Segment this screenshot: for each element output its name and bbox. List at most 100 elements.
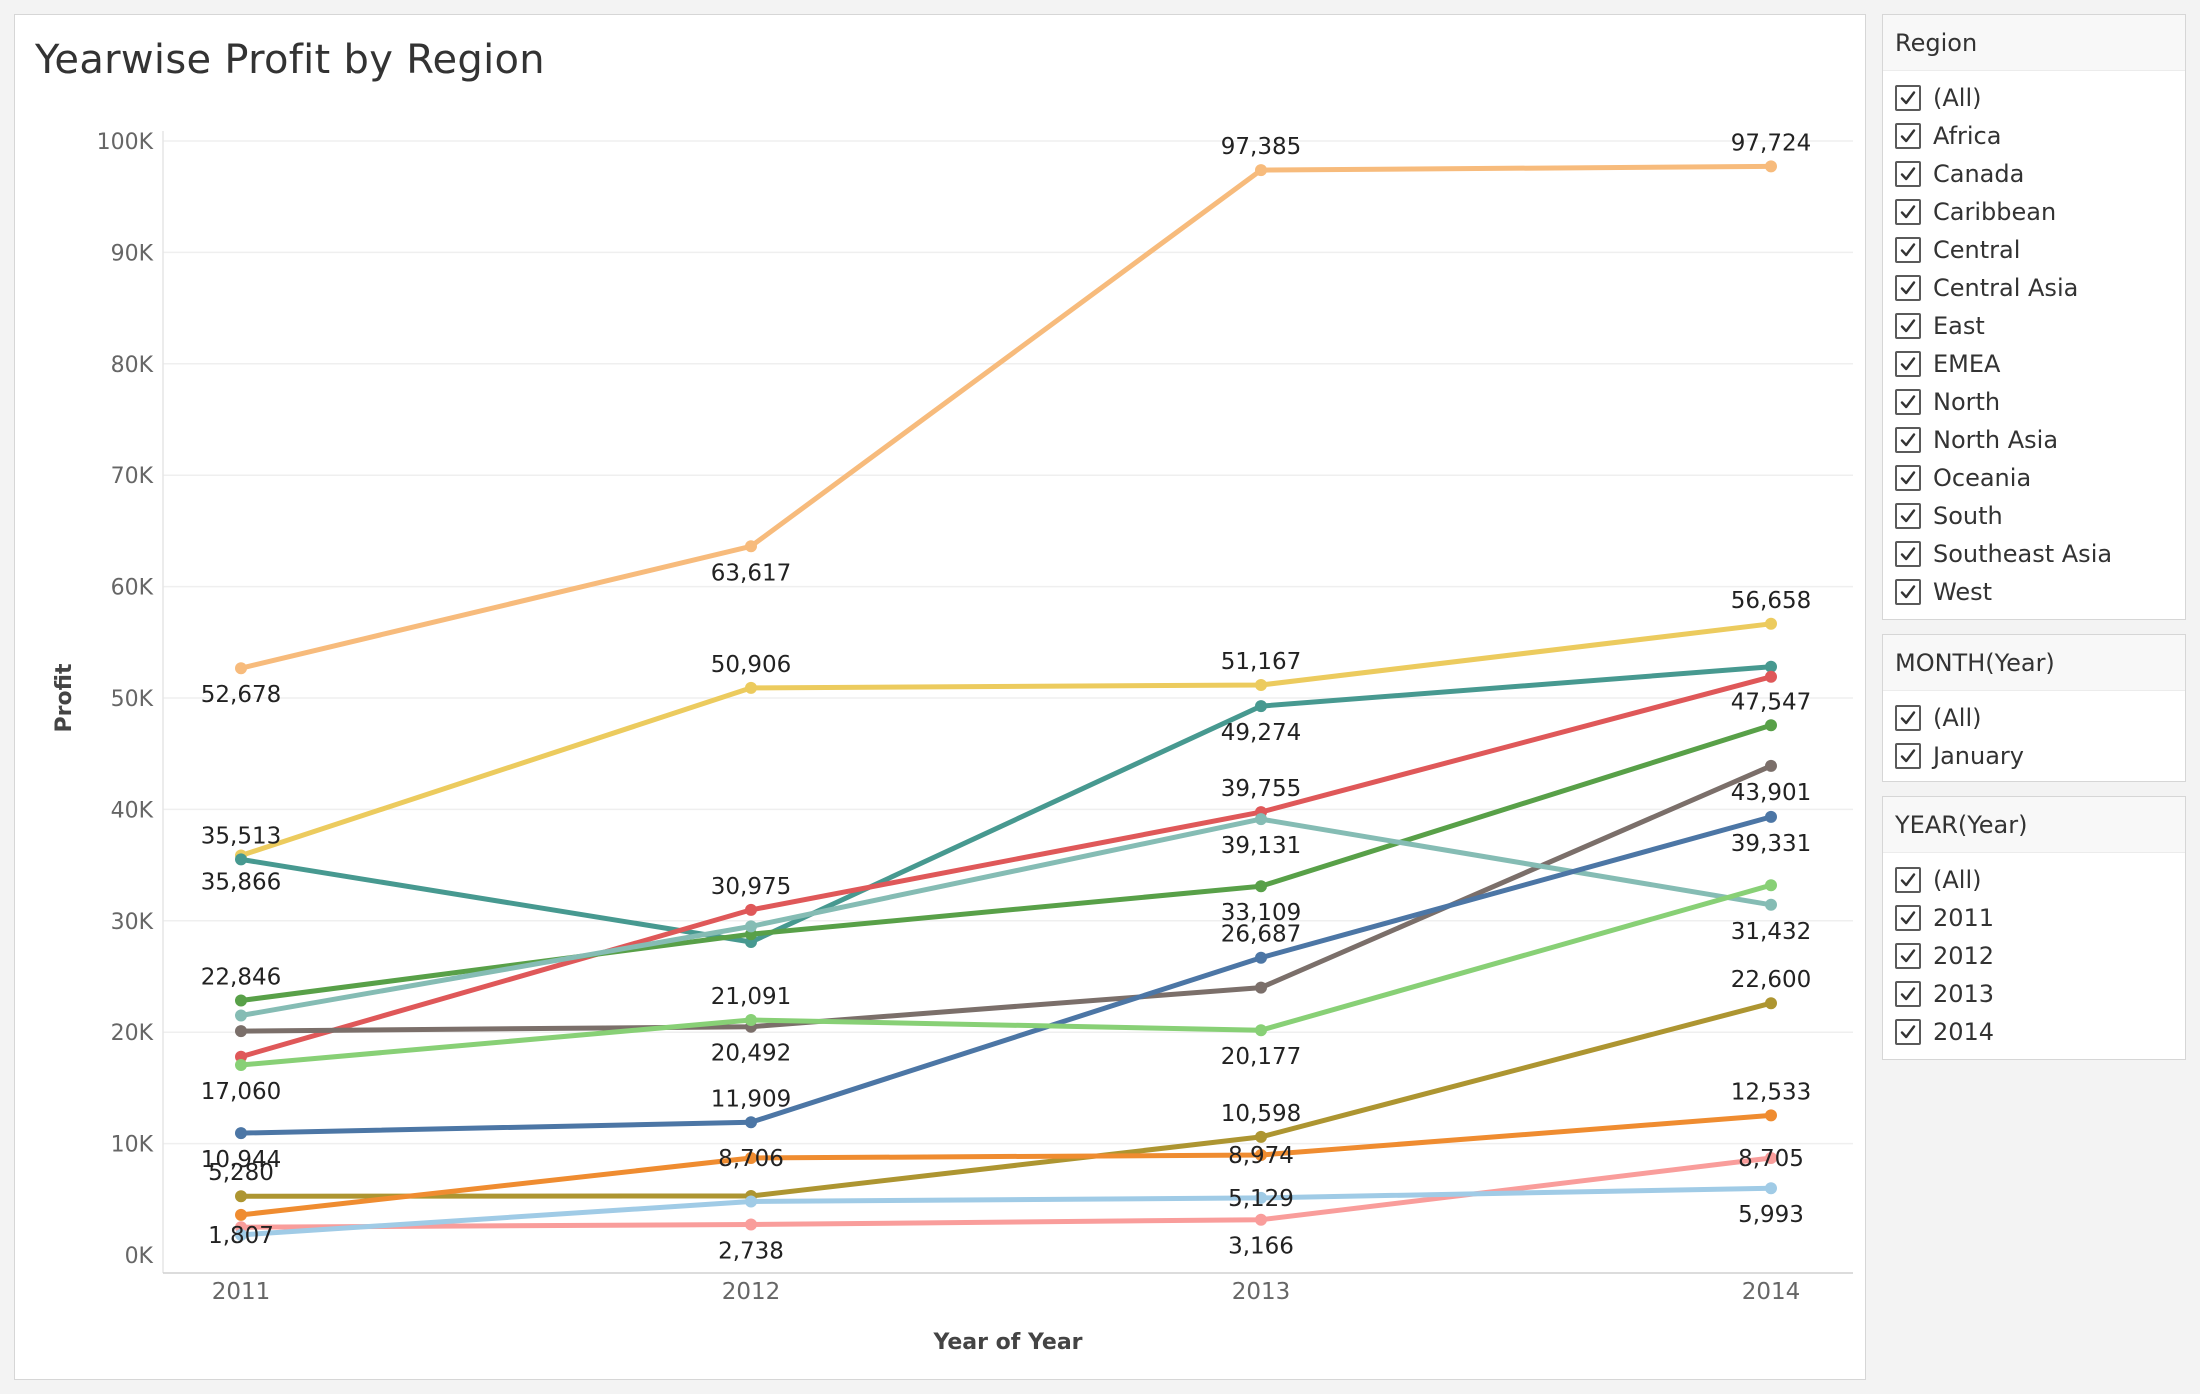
data-point [235,853,247,866]
data-point [235,1127,247,1140]
y-tick-label: 10K [111,1133,154,1158]
checkbox-checked-icon[interactable] [1895,943,1921,969]
filter-option[interactable]: (All) [1883,861,2185,899]
y-tick-label: 0K [125,1244,154,1269]
filter-option[interactable]: Caribbean [1883,193,2185,231]
checkbox-checked-icon[interactable] [1895,237,1921,263]
data-label: 3,166 [1228,1234,1294,1260]
filter-option[interactable]: Canada [1883,155,2185,193]
series-line [238,1155,1774,1230]
data-label: 2,738 [718,1239,784,1265]
checkbox-checked-icon[interactable] [1895,85,1921,111]
series-line [238,1112,1774,1218]
data-label: 26,687 [1221,922,1301,948]
checkbox-checked-icon[interactable] [1895,905,1921,931]
checkbox-checked-icon[interactable] [1895,427,1921,453]
checkbox-checked-icon[interactable] [1895,351,1921,377]
filter-option[interactable]: (All) [1883,699,2185,737]
checkbox-checked-icon[interactable] [1895,579,1921,605]
checkbox-checked-icon[interactable] [1895,743,1921,769]
filter-option[interactable]: North Asia [1883,421,2185,459]
data-point [745,1195,757,1208]
month-filter: MONTH(Year) (All) January [1882,634,2186,782]
series-line [238,763,1774,1034]
filter-option[interactable]: EMEA [1883,345,2185,383]
filter-option[interactable]: North [1883,383,2185,421]
data-label: 8,974 [1228,1143,1294,1169]
data-point [1255,1149,1267,1161]
data-label: 17,060 [201,1079,281,1105]
checkbox-checked-icon[interactable] [1895,465,1921,491]
data-label: 22,600 [1731,967,1811,993]
filter-option-label: Caribbean [1933,198,2057,226]
filter-title: YEAR(Year) [1883,797,2185,853]
filter-option[interactable]: 2012 [1883,937,2185,975]
filter-option-label: Oceania [1933,464,2032,492]
filter-option[interactable]: South [1883,497,2185,535]
checkbox-checked-icon[interactable] [1895,389,1921,415]
data-point [1765,759,1777,772]
data-label: 49,274 [1221,720,1301,746]
data-point [1255,679,1267,691]
data-point [745,681,757,694]
filter-option[interactable]: East [1883,307,2185,345]
filter-option-label: South [1933,502,2003,530]
data-label: 35,513 [201,823,281,849]
filter-option[interactable]: Central Asia [1883,269,2185,307]
data-point [1255,880,1267,893]
filter-option[interactable]: January [1883,737,2185,775]
filter-option-label: 2012 [1933,942,1995,970]
checkbox-checked-icon[interactable] [1895,199,1921,225]
y-tick-label: 40K [111,798,154,823]
filter-option[interactable]: 2011 [1883,899,2185,937]
x-axis-title: Year of Year [932,1330,1082,1355]
filter-option[interactable]: 2013 [1883,975,2185,1013]
data-label: 97,724 [1731,130,1811,156]
data-point [1765,1182,1777,1195]
checkbox-checked-icon[interactable] [1895,161,1921,187]
data-point [1765,160,1777,173]
filter-option[interactable]: Africa [1883,117,2185,155]
x-tick-label: 2014 [1742,1279,1801,1305]
filter-option-label: West [1933,578,1993,606]
checkbox-checked-icon[interactable] [1895,275,1921,301]
region-filter: Region (All) Africa Canada Caribbean Central… [1882,14,2186,620]
data-label: 43,901 [1731,780,1811,806]
y-tick-label: 50K [111,687,154,712]
checkbox-checked-icon[interactable] [1895,981,1921,1007]
checkbox-checked-icon[interactable] [1895,867,1921,893]
filter-option[interactable]: Central [1883,231,2185,269]
chart-title: Yearwise Profit by Region [35,37,545,83]
y-tick-label: 80K [111,353,154,378]
filter-option[interactable]: 2014 [1883,1013,2185,1051]
data-label: 56,658 [1731,588,1811,614]
data-point [235,662,247,675]
line-chart: 0K 10K 20K 30K 40K 50K 60K 70K 80K 90K 100K 2011 201… [52,130,1853,1355]
data-point [1765,719,1777,732]
data-point [1765,997,1777,1010]
filter-option[interactable]: West [1883,573,2185,611]
data-label: 10,944 [201,1147,281,1173]
filter-option-label: 2014 [1933,1018,1995,1046]
data-point [1255,164,1267,177]
filter-option-label: EMEA [1933,350,2001,378]
checkbox-checked-icon[interactable] [1895,503,1921,529]
data-point [235,1059,247,1071]
filter-option[interactable]: Oceania [1883,459,2185,497]
checkbox-checked-icon[interactable] [1895,1019,1921,1045]
checkbox-checked-icon[interactable] [1895,541,1921,567]
filter-option-label: January [1933,742,2024,770]
data-point [235,994,247,1007]
filter-list: (All) 2011 2012 2013 2014 [1883,853,2185,1051]
data-point [1765,879,1777,892]
data-label: 35,866 [201,870,281,896]
data-label: 39,331 [1731,831,1811,857]
filter-option[interactable]: Southeast Asia [1883,535,2185,573]
checkbox-checked-icon[interactable] [1895,123,1921,149]
data-point [1765,810,1777,823]
checkbox-checked-icon[interactable] [1895,313,1921,339]
data-label: 10,598 [1221,1101,1301,1127]
checkbox-checked-icon[interactable] [1895,705,1921,731]
data-point [745,903,757,916]
filter-option[interactable]: (All) [1883,79,2185,117]
